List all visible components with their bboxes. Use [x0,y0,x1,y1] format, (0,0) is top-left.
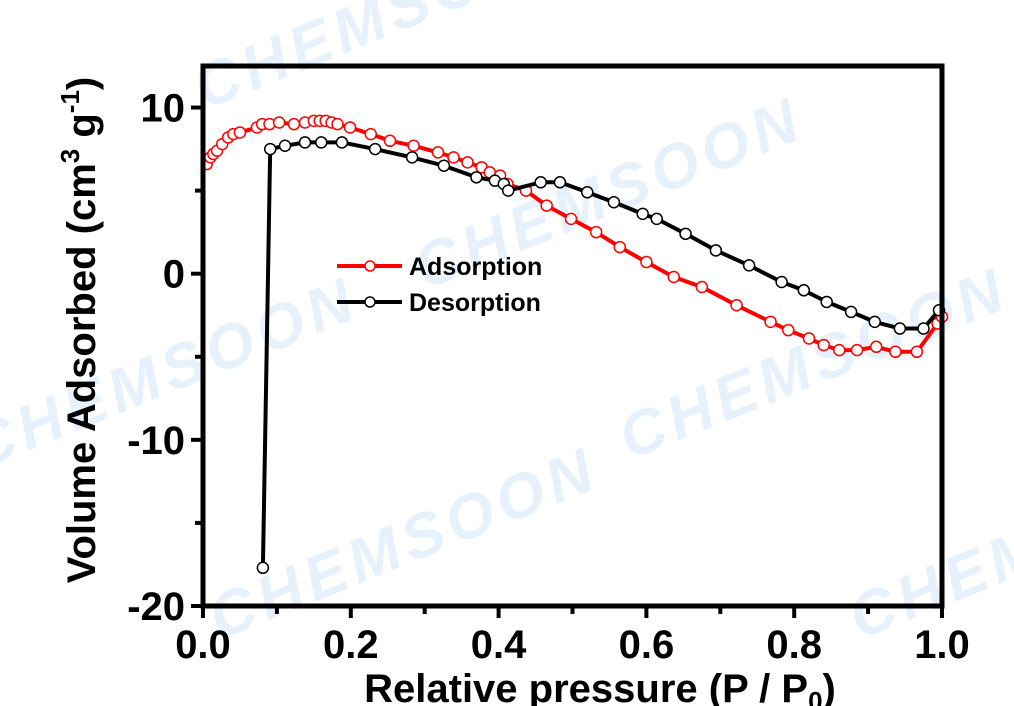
y-tick-label: -20 [127,585,185,629]
data-point-marker [364,127,378,141]
data-point-marker [636,207,649,221]
legend-label: Desorption [409,289,541,317]
data-point-marker [613,240,627,254]
watermark: CHEMSOON [199,434,608,653]
x-tick-label: 0.6 [619,623,675,667]
data-point-marker [775,275,788,289]
data-point-marker [782,323,795,337]
data-point-marker [447,151,460,164]
data-point-marker [314,136,328,149]
data-point-marker [844,305,858,319]
x-tick-label: 0.2 [323,623,379,667]
data-point-marker [407,139,420,153]
data-point-marker [383,134,397,148]
data-point-marker [742,259,756,272]
y-tick-label: 0 [163,253,185,297]
data-point-marker [287,117,301,131]
series-desorption [256,136,946,575]
data-point-marker [607,195,621,209]
data-point-marker [850,343,864,357]
data-point-marker [709,244,723,257]
series-layer [200,114,949,575]
data-point-marker [437,159,451,172]
data-point-marker [667,270,680,284]
data-point-marker [833,343,846,357]
data-point-marker [650,212,663,226]
data-point-marker [278,139,292,153]
x-tick-label: 1.0 [914,623,970,667]
data-point-marker [256,561,270,575]
data-point-marker [343,121,357,134]
data-point-marker [889,345,902,359]
data-point-marker [298,136,312,149]
data-point-marker [910,345,924,359]
data-point-marker [581,186,594,199]
x-tick-label: 0.0 [175,623,231,667]
axis-ticks: 0.0 0.2 0.4 0.6 0.8 1.0 -20 -10 0 10 [127,87,970,667]
data-point-marker [272,116,286,129]
data-point-marker [868,315,882,329]
y-tick-label: -10 [127,419,185,463]
data-point-marker [817,338,831,352]
data-point-marker [331,117,344,131]
data-point-marker [893,322,907,335]
data-point-marker [405,151,419,164]
data-point-marker [233,126,247,139]
data-point-marker [797,284,811,297]
open-circle-marker-icon [364,296,376,308]
data-point-marker [368,142,382,156]
data-point-marker [501,184,515,197]
legend-label: Adsorption [409,253,542,281]
legend-item-adsorption: Adsorption [337,253,542,281]
watermark: CHEMSOON [609,254,1014,473]
data-point-marker [917,322,930,335]
data-point-marker [589,225,603,239]
data-point-marker [640,255,653,269]
data-point-marker [820,295,833,309]
open-circle-marker-icon [364,260,376,272]
y-axis-title: Volume Adsorbed (cm3 g-1) [55,77,104,584]
data-point-marker [730,299,743,312]
data-point-marker [764,315,777,329]
data-point-marker [869,340,883,354]
x-axis-title: Relative pressure (P / P0) [364,667,836,706]
watermark: CHEMSOON [839,434,1014,653]
x-tick-label: 0.4 [471,623,527,667]
data-point-marker [695,280,709,294]
data-point-marker [553,176,567,189]
legend-item-desorption: Desorption [337,289,541,317]
data-point-marker [263,142,277,156]
data-point-marker [540,199,553,212]
watermark: CHEMSOON [184,0,593,123]
data-point-marker [470,171,483,184]
data-point-marker [564,212,578,226]
data-point-marker [335,136,349,149]
data-point-marker [461,156,474,169]
data-point-marker [431,146,445,159]
y-tick-label: 10 [141,87,186,131]
data-point-marker [679,227,692,241]
series-adsorption [200,114,949,359]
data-point-marker [802,332,816,345]
x-tick-label: 0.8 [766,623,822,667]
data-point-marker [534,176,547,189]
legend: Adsorption Desorption [337,253,542,317]
